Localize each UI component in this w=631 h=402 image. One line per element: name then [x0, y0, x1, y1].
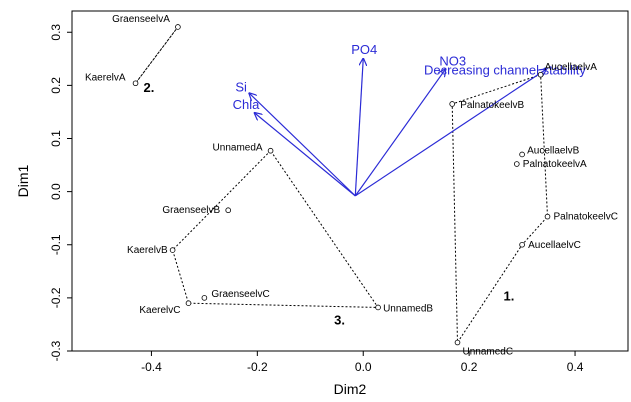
point-label: KaerelvB [127, 245, 168, 256]
data-point [225, 207, 232, 214]
point-label: GraenseelvB [162, 205, 220, 216]
group-label: 1. [504, 289, 515, 304]
data-point [201, 295, 208, 301]
group-hull [172, 149, 380, 308]
vector-label: NO3 [439, 53, 466, 68]
vector-label: Si [235, 79, 247, 94]
point-label: PalnatokeelvA [523, 159, 587, 170]
vector-arrow [354, 59, 363, 196]
y-axis-title: Dim1 [15, 164, 31, 197]
data-point [132, 80, 139, 87]
data-point [519, 151, 525, 158]
y-tick-label: 0.3 [49, 24, 63, 41]
y-tick-label: 0.0 [49, 183, 63, 200]
data-point [267, 147, 274, 154]
point-label: GraenseelvA [112, 14, 170, 25]
x-tick-label: -0.4 [141, 360, 162, 374]
point-label: GraenseelvC [211, 289, 269, 300]
point-label: UnnamedB [383, 303, 433, 314]
data-point [449, 101, 455, 107]
y-tick-label: -0.1 [49, 234, 63, 255]
point-label: AucellaelvB [527, 145, 580, 156]
plot-frame [71, 10, 629, 352]
data-point [519, 241, 525, 248]
y-tick-label: 0.1 [49, 130, 63, 147]
point-label: KaerelvA [85, 72, 126, 83]
data-point [537, 71, 544, 78]
point-label: PalnatokeelvB [460, 100, 524, 111]
y-tick-label: 0.2 [49, 77, 63, 94]
group-hull [451, 74, 549, 345]
vector-arrow [249, 93, 356, 197]
x-tick-label: 0.2 [461, 360, 478, 374]
data-points: GraenseelvA KaerelvA UnnamedA GraenseelvB Ka… [85, 14, 618, 358]
vector-label: Decreasing channel stability [424, 62, 586, 77]
point-label: KaerelvC [139, 305, 180, 316]
data-point [185, 300, 192, 306]
data-point [375, 304, 381, 311]
data-point [544, 213, 551, 220]
vector-arrow [354, 69, 445, 197]
data-point [169, 247, 176, 253]
y-tick-label: -0.2 [49, 287, 63, 308]
x-tick-label: -0.2 [247, 360, 268, 374]
x-tick-label: 0.0 [355, 360, 372, 374]
vector-arrow [354, 69, 546, 197]
data-point [513, 161, 520, 167]
group-hulls: 2. 3. 1. [135, 26, 549, 345]
x-tick-label: 0.4 [567, 360, 584, 374]
group-label: 3. [334, 312, 345, 327]
point-label: PalnatokeelvC [554, 212, 618, 223]
data-point [175, 24, 181, 30]
group-label: 2. [143, 80, 154, 95]
vector-label: PO4 [351, 42, 377, 57]
vector-label: Chla [233, 97, 261, 112]
x-axis-title: Dim2 [334, 381, 367, 397]
vector-arrow [255, 113, 356, 197]
point-label: UnnamedC [462, 347, 513, 358]
point-label: AucellaelvA [545, 62, 598, 73]
group-hull [135, 26, 179, 84]
data-point [454, 339, 461, 346]
axes: -0.4 -0.2 0.0 0.2 0.4 -0.3 -0.2 -0.1 0.0 0.1 0.2 0.… [49, 24, 584, 374]
point-label: UnnamedA [213, 143, 263, 154]
point-label: AucellaelvC [528, 240, 581, 251]
y-tick-label: -0.3 [49, 340, 63, 361]
